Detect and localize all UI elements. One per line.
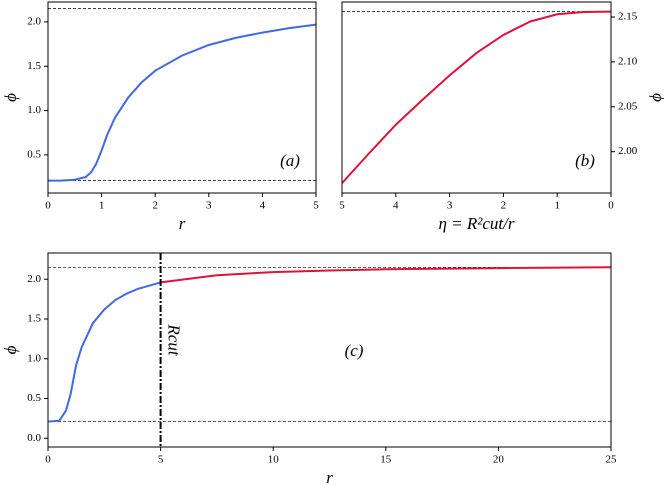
- x-tick-label: 4: [393, 200, 399, 212]
- x-tick-label: 5: [313, 200, 319, 212]
- x-tick-label: 4: [260, 200, 266, 212]
- data-line: [48, 23, 317, 182]
- y-tick-label: 2.05: [618, 100, 638, 112]
- y-axis-label: ϕ: [1, 93, 20, 102]
- y-tick-label: 0.5: [27, 392, 41, 404]
- data-line: [160, 266, 612, 284]
- cutoff-label: Rcut: [165, 323, 184, 356]
- axes-frame: [47, 252, 612, 448]
- x-tick-label: 0: [45, 454, 51, 466]
- x-axis-label: r: [326, 468, 333, 485]
- y-tick-label: 2.0: [27, 273, 41, 285]
- x-tick-label: 20: [493, 454, 505, 466]
- x-tick-label: 1: [99, 200, 105, 212]
- y-tick-label: 2.00: [618, 145, 638, 157]
- x-tick-label: 0: [608, 200, 614, 212]
- x-tick-label: 5: [158, 454, 164, 466]
- y-axis-label: ϕ: [646, 93, 664, 102]
- axes-frame: [47, 1, 317, 194]
- y-tick-label: 1.0: [27, 104, 41, 116]
- y-tick-label: 1.0: [27, 352, 41, 364]
- panel-annotation: (a): [280, 151, 300, 170]
- x-axis-label: η = R²cut/r: [439, 214, 515, 233]
- y-tick-label: 2.0: [27, 15, 41, 27]
- x-tick-label: 25: [606, 454, 618, 466]
- panel-annotation: (c): [345, 341, 364, 360]
- x-tick-label: 5: [339, 200, 345, 212]
- x-tick-label: 0: [45, 200, 51, 212]
- x-tick-label: 2: [501, 200, 507, 212]
- y-tick-label: 2.10: [618, 55, 638, 67]
- data-line: [341, 10, 612, 184]
- x-tick-label: 2: [152, 200, 158, 212]
- data-line: [47, 281, 161, 423]
- y-tick-label: 2.15: [618, 11, 638, 23]
- panel: 0 1 2 3 4 5 0.5 1.0 1.5 2.0 r ϕ (a): [1, 1, 319, 233]
- panel: Rcut 0 5 10 15 20 25 0.0 0.5 1.0 1.5 2.0 r ϕ (c): [1, 252, 618, 485]
- x-tick-label: 3: [206, 200, 212, 212]
- y-axis-label: ϕ: [1, 345, 20, 354]
- x-tick-label: 10: [268, 454, 280, 466]
- y-tick-label: 0.5: [27, 148, 41, 160]
- x-tick-label: 3: [447, 200, 453, 212]
- axes-frame: [341, 1, 612, 194]
- panel-annotation: (b): [575, 151, 595, 170]
- x-axis-label: r: [179, 214, 186, 233]
- x-tick-label: 1: [554, 200, 560, 212]
- y-tick-label: 1.5: [27, 313, 41, 325]
- y-tick-label: 1.5: [27, 60, 41, 72]
- y-tick-label: 0.0: [27, 432, 41, 444]
- x-tick-label: 15: [380, 454, 392, 466]
- panel: 5 4 3 2 1 0 2.00 2.05 2.10 2.15 η = R²cut/r ϕ (b): [339, 1, 664, 233]
